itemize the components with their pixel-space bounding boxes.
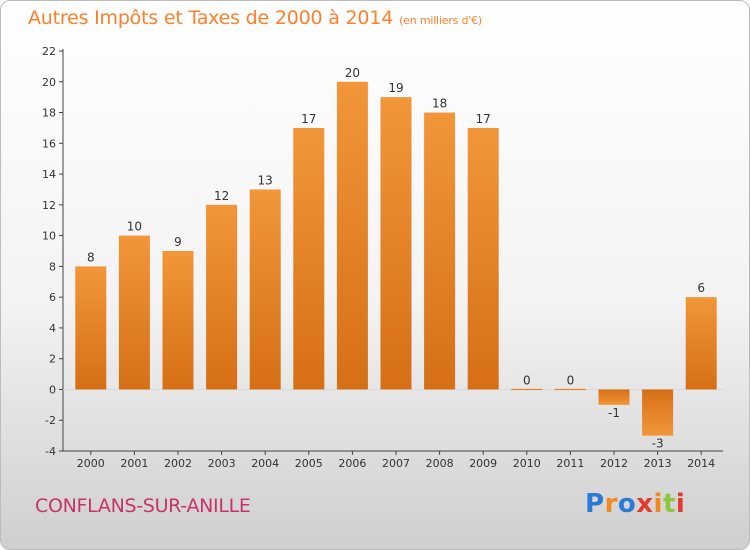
- chart-title: Autres Impôts et Taxes de 2000 à 2014 (en…: [28, 7, 482, 29]
- x-tick-label: 2014: [687, 457, 715, 470]
- logo-letter: r: [604, 489, 618, 519]
- x-tick-label: 2001: [120, 457, 148, 470]
- bar-2012: [598, 389, 630, 405]
- x-tick-label: 2009: [469, 457, 497, 470]
- logo-letter: t: [662, 489, 676, 519]
- y-tick-label: 16: [42, 137, 56, 150]
- data-label: 19: [388, 81, 403, 95]
- commune-name: CONFLANS-SUR-ANILLE: [35, 495, 251, 517]
- x-tick-label: 2000: [77, 457, 105, 470]
- data-label: 0: [523, 373, 531, 387]
- bar-2011: [554, 388, 586, 391]
- x-tick-label: 2013: [644, 457, 672, 470]
- logo-letter: x: [636, 489, 654, 519]
- y-tick-label: 18: [42, 107, 56, 120]
- x-tick-label: 2002: [164, 457, 192, 470]
- proxiti-logo: Proxiti: [585, 489, 685, 519]
- bar-2001: [118, 235, 150, 390]
- bar-2010: [511, 388, 543, 391]
- bar-2003: [206, 204, 238, 390]
- y-tick-label: 0: [49, 383, 56, 396]
- data-label: 13: [258, 173, 273, 187]
- bar-2007: [380, 97, 412, 390]
- data-label: 17: [301, 112, 316, 126]
- y-tick-label: 22: [42, 45, 56, 58]
- data-label: 18: [432, 97, 447, 111]
- bar-2013: [642, 389, 674, 436]
- y-tick-label: 14: [42, 168, 56, 181]
- x-tick-label: 2006: [338, 457, 366, 470]
- x-tick-label: 2008: [426, 457, 454, 470]
- logo-letter: i: [675, 489, 686, 519]
- data-label: 9: [174, 235, 182, 249]
- x-tick-label: 2010: [513, 457, 541, 470]
- logo-letter: o: [617, 489, 637, 519]
- y-tick-label: 4: [49, 322, 56, 335]
- x-tick-label: 2005: [295, 457, 323, 470]
- data-label: 17: [476, 112, 491, 126]
- x-tick-label: 2012: [600, 457, 628, 470]
- y-tick-label: -2: [45, 414, 56, 427]
- y-tick-label: 6: [49, 291, 56, 304]
- y-tick-label: 2: [49, 353, 56, 366]
- data-label: 10: [127, 220, 142, 234]
- x-tick-label: 2004: [251, 457, 279, 470]
- data-label: 6: [697, 281, 705, 295]
- bar-2008: [424, 112, 456, 390]
- bar-2002: [162, 251, 194, 390]
- y-tick-label: 8: [49, 260, 56, 273]
- bar-2009: [467, 127, 499, 390]
- bar-2004: [249, 189, 281, 390]
- chart-title-text: Autres Impôts et Taxes de 2000 à 2014: [28, 7, 394, 29]
- y-tick-label: 10: [42, 230, 56, 243]
- data-label: -1: [608, 406, 620, 420]
- y-tick-label: 12: [42, 199, 56, 212]
- logo-letter: i: [653, 489, 663, 519]
- unit-note: (en milliers d'€): [399, 14, 482, 27]
- data-label: 12: [214, 189, 229, 203]
- logo-letter: P: [585, 489, 605, 519]
- bar-2005: [293, 127, 325, 390]
- data-label: 8: [87, 250, 95, 264]
- x-tick-label: 2007: [382, 457, 410, 470]
- data-label: 20: [345, 66, 360, 80]
- bar-2014: [685, 297, 717, 390]
- x-tick-label: 2011: [556, 457, 584, 470]
- y-tick-label: -4: [45, 445, 56, 458]
- data-label: 0: [567, 373, 575, 387]
- data-label: -3: [652, 437, 664, 451]
- bar-2000: [75, 266, 107, 390]
- x-tick-label: 2003: [208, 457, 236, 470]
- bar-2006: [336, 81, 368, 390]
- y-tick-label: 20: [42, 76, 56, 89]
